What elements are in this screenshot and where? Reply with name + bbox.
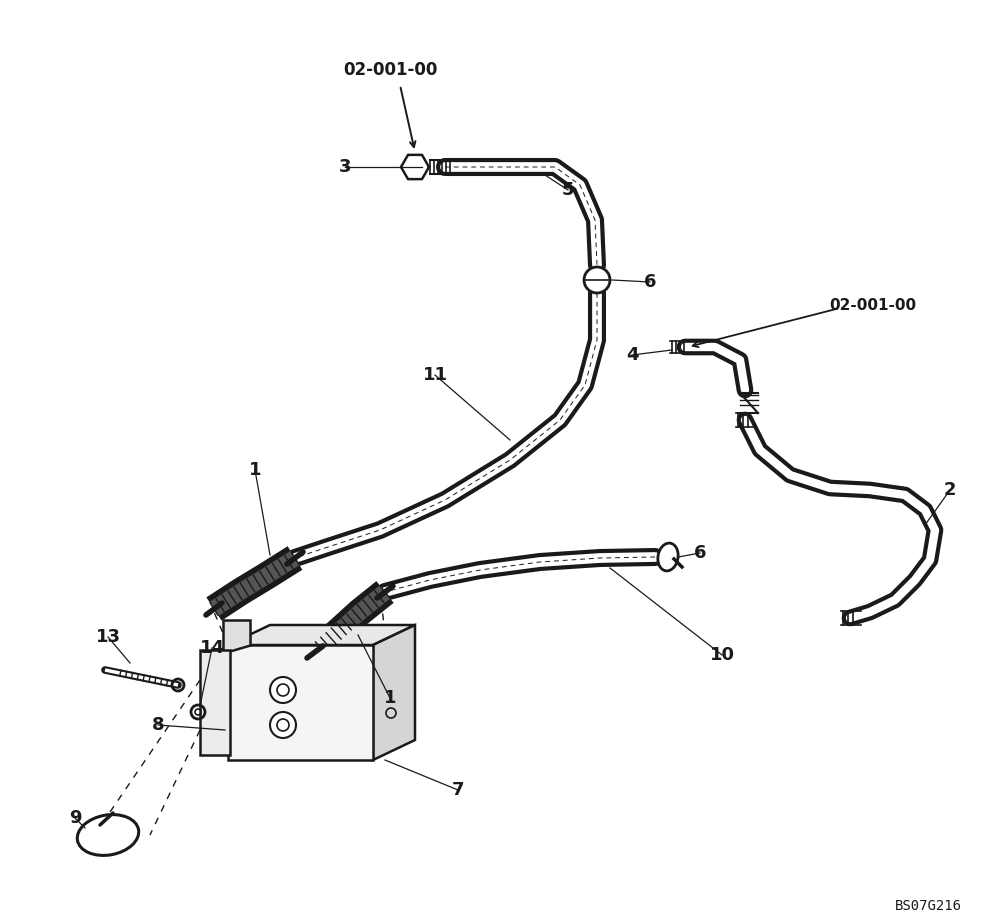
Text: 2: 2 [944,481,956,499]
Circle shape [270,677,296,703]
Text: 1: 1 [249,461,261,479]
Text: 11: 11 [422,366,448,384]
Text: 7: 7 [452,781,464,799]
Polygon shape [228,645,373,760]
Text: 9: 9 [69,809,81,827]
Text: 02-001-00: 02-001-00 [343,61,437,79]
Text: 6: 6 [694,544,706,562]
Text: 10: 10 [710,646,734,664]
Circle shape [270,712,296,738]
Polygon shape [228,625,415,645]
Text: BS07G216: BS07G216 [895,899,962,913]
Text: 13: 13 [96,628,120,646]
Polygon shape [373,625,415,760]
Polygon shape [200,650,230,755]
Text: 4: 4 [626,346,638,364]
Text: 02-001-00: 02-001-00 [829,298,917,312]
Text: 14: 14 [200,639,224,657]
Text: 8: 8 [152,716,164,734]
Text: 5: 5 [562,181,574,199]
Polygon shape [223,620,250,653]
Text: 1: 1 [384,689,396,707]
Ellipse shape [658,543,678,571]
Polygon shape [401,155,429,179]
Text: 3: 3 [339,158,351,176]
Circle shape [584,267,610,293]
Text: 6: 6 [644,273,656,291]
